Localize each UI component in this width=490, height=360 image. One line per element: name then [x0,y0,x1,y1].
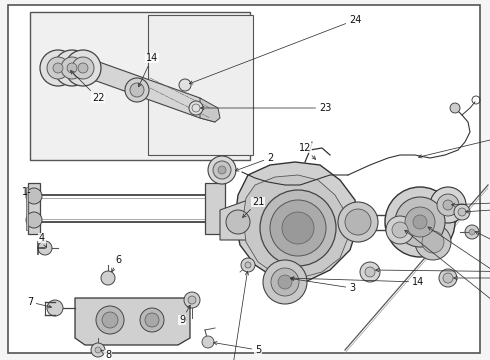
Circle shape [469,229,475,235]
Polygon shape [205,183,225,234]
Circle shape [54,50,90,86]
Text: 23: 23 [200,103,331,113]
Circle shape [271,268,299,296]
Text: 19: 19 [475,231,490,360]
Circle shape [67,63,77,73]
Circle shape [450,103,460,113]
Circle shape [101,271,115,285]
Circle shape [61,57,83,79]
Text: 24: 24 [190,15,361,84]
Circle shape [263,260,307,304]
Circle shape [278,275,292,289]
Circle shape [345,209,371,235]
Text: 3: 3 [291,278,355,293]
Circle shape [125,78,149,102]
Circle shape [260,190,336,266]
Text: 2: 2 [235,153,273,171]
Circle shape [365,267,375,277]
Circle shape [245,262,251,268]
Circle shape [454,204,470,220]
Polygon shape [200,98,220,122]
Circle shape [145,313,159,327]
Circle shape [443,200,453,210]
Circle shape [95,347,101,353]
Text: 8: 8 [101,350,111,360]
Circle shape [188,296,196,304]
Circle shape [213,161,231,179]
Circle shape [395,197,445,247]
Circle shape [385,187,455,257]
Text: 7: 7 [27,297,51,308]
Text: 14: 14 [291,276,424,287]
Circle shape [53,63,63,73]
Text: 15: 15 [428,227,490,360]
Polygon shape [220,200,258,240]
Text: 10: 10 [376,267,490,277]
Circle shape [78,63,88,73]
Circle shape [26,188,42,204]
Text: 9: 9 [179,305,190,325]
Circle shape [140,308,164,332]
Circle shape [65,50,101,86]
Circle shape [202,336,214,348]
Bar [30,12,250,160]
Circle shape [218,166,226,174]
Circle shape [282,212,314,244]
Text: 1-: 1- [22,187,32,197]
Circle shape [422,231,444,253]
Circle shape [415,224,451,260]
Circle shape [130,83,144,97]
Circle shape [386,216,414,244]
Text: 22: 22 [71,71,104,103]
Polygon shape [26,187,28,230]
Circle shape [360,262,380,282]
Text: 18: 18 [405,230,490,360]
Polygon shape [243,175,348,278]
Text: 5: 5 [214,342,261,355]
Text: 11: 11 [226,271,248,360]
Text: 16: 16 [452,190,490,206]
Text: 17: 17 [466,190,490,213]
Circle shape [405,207,435,237]
Circle shape [72,57,94,79]
Text: 21: 21 [243,197,264,217]
Circle shape [392,222,408,238]
Polygon shape [28,183,40,234]
Circle shape [241,258,255,272]
Circle shape [47,300,63,316]
Circle shape [458,208,466,216]
Circle shape [40,50,76,86]
Text: 20: 20 [454,273,490,283]
Circle shape [102,312,118,328]
Circle shape [465,225,479,239]
Circle shape [226,210,250,234]
Text: 13: 13 [418,113,490,158]
Polygon shape [88,58,215,122]
Circle shape [208,156,236,184]
Polygon shape [75,298,190,345]
Text: 6: 6 [112,255,121,272]
Circle shape [96,306,124,334]
Text: 14: 14 [139,53,158,87]
Circle shape [47,57,69,79]
Circle shape [189,101,203,115]
Bar [148,15,253,155]
Circle shape [184,292,200,308]
Text: 4: 4 [39,233,47,247]
Text: 12: 12 [299,143,316,159]
Circle shape [270,200,326,256]
Polygon shape [235,162,358,282]
Circle shape [443,273,453,283]
Circle shape [430,187,466,223]
Circle shape [439,269,457,287]
Circle shape [413,215,427,229]
Circle shape [179,79,191,91]
Circle shape [26,212,42,228]
Circle shape [91,343,105,357]
Circle shape [338,202,378,242]
Circle shape [38,241,52,255]
Circle shape [437,194,459,216]
